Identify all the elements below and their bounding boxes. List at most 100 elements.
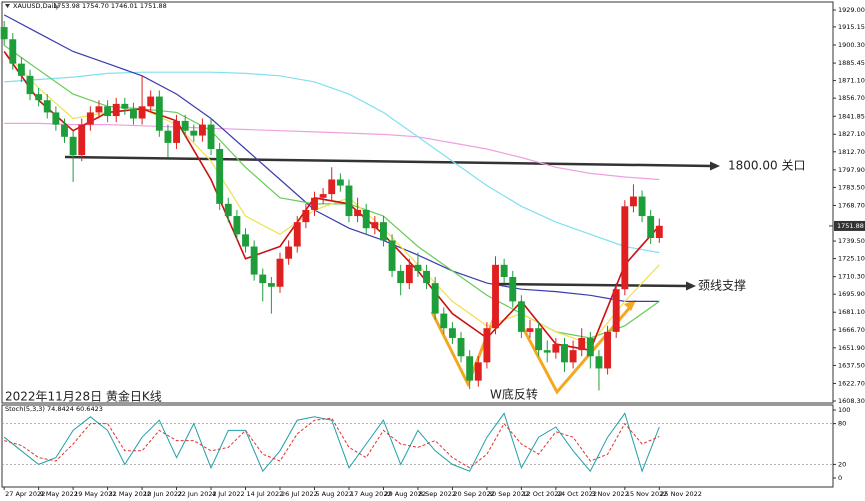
candle-body bbox=[78, 124, 86, 156]
candle-body bbox=[397, 270, 405, 284]
candle-body bbox=[621, 206, 629, 290]
y-tick-label: 1929.00 bbox=[838, 6, 865, 14]
line-series bbox=[4, 71, 660, 254]
candle-body bbox=[638, 196, 646, 217]
x-tick-label: 10 Jun 2022 bbox=[143, 490, 182, 498]
candle-body bbox=[164, 130, 172, 143]
candle-body bbox=[431, 283, 439, 314]
candle-body bbox=[354, 209, 362, 217]
symbol-icon bbox=[5, 4, 10, 8]
ohlc-label: 1753.98 1754.70 1746.01 1751.88 bbox=[53, 2, 167, 10]
x-tick-label: 19 May 2022 bbox=[74, 490, 116, 498]
candle-body bbox=[190, 130, 198, 136]
candle-body bbox=[61, 124, 68, 137]
candle-body bbox=[414, 264, 422, 271]
neckline bbox=[494, 282, 689, 288]
candle-body bbox=[380, 222, 387, 241]
candle-body bbox=[130, 108, 137, 119]
x-tick-label: 31 May 2022 bbox=[109, 490, 151, 498]
stoch-label: Stoch(5,3,3) 74.8424 60.6423 bbox=[5, 405, 103, 413]
y-tick-label: 1622.70 bbox=[838, 379, 865, 387]
candle-body bbox=[147, 96, 155, 107]
y-tick-label: 1608.30 bbox=[838, 397, 865, 405]
candle-body bbox=[535, 328, 543, 351]
y-tick-label: 1915.15 bbox=[838, 23, 865, 31]
annotation: W底反转 bbox=[490, 387, 538, 402]
candle-body bbox=[242, 234, 249, 247]
candle-body bbox=[552, 344, 560, 353]
candle-body bbox=[586, 337, 594, 357]
x-tick-label: 5 Aug 2022 bbox=[315, 490, 353, 498]
y-tick-label: 1812.70 bbox=[838, 148, 865, 156]
candle-body bbox=[345, 185, 353, 217]
candle-body bbox=[655, 225, 663, 238]
candle-body bbox=[233, 216, 241, 235]
y-tick-label: 0 bbox=[838, 474, 842, 482]
x-tick-label: 30 Sep 2022 bbox=[488, 490, 529, 498]
candle-body bbox=[138, 106, 146, 119]
candle-body bbox=[43, 100, 51, 113]
x-tick-label: 15 Nov 2022 bbox=[626, 490, 668, 498]
candle-body bbox=[224, 203, 232, 217]
candle-body bbox=[276, 258, 284, 287]
y-tick-label: 1900.30 bbox=[838, 41, 865, 49]
y-tick-label: 100 bbox=[838, 406, 850, 414]
candle-body bbox=[52, 112, 60, 125]
candle-body bbox=[457, 337, 465, 357]
candle-body bbox=[440, 313, 448, 329]
candle-body bbox=[207, 124, 215, 149]
y-tick-label: 1768.70 bbox=[838, 201, 865, 209]
y-tick-label: 20 bbox=[838, 460, 846, 468]
y-tick-label: 1885.45 bbox=[838, 59, 865, 67]
y-tick-label: 80 bbox=[838, 420, 846, 428]
candle-body bbox=[612, 289, 620, 332]
x-tick-label: 25 Nov 2022 bbox=[660, 490, 702, 498]
candle-body bbox=[509, 277, 517, 302]
symbol-label: XAUUSD,Daily bbox=[13, 2, 59, 10]
candle-body bbox=[604, 331, 612, 369]
candle-body bbox=[216, 148, 224, 204]
x-tick-label: 3 Nov 2022 bbox=[591, 490, 629, 498]
x-tick-label: 12 Oct 2022 bbox=[522, 490, 562, 498]
y-tick-label: 1871.10 bbox=[838, 77, 865, 85]
annotation: 颈线支撑 bbox=[698, 278, 746, 293]
candle-body bbox=[483, 328, 491, 363]
y-tick-label: 1695.90 bbox=[838, 290, 865, 298]
candle-body bbox=[9, 39, 17, 64]
candle-body bbox=[302, 209, 310, 223]
line-series bbox=[3, 412, 660, 473]
y-tick-label: 1666.70 bbox=[838, 326, 865, 334]
x-tick-label: 24 Oct 2022 bbox=[557, 490, 597, 498]
x-tick-label: 27 Apr 2022 bbox=[5, 490, 45, 498]
candle-body bbox=[578, 337, 586, 351]
y-tick-label: 1651.90 bbox=[838, 344, 865, 352]
arrow-head bbox=[624, 300, 636, 311]
arrow-head bbox=[686, 281, 696, 291]
candle-body bbox=[86, 112, 94, 125]
candle-body bbox=[293, 222, 301, 247]
candle-body bbox=[112, 103, 120, 117]
x-tick-label: 17 Aug 2022 bbox=[350, 490, 392, 498]
arrow-head bbox=[710, 161, 720, 171]
candle-body bbox=[155, 96, 163, 131]
x-tick-label: 29 Aug 2022 bbox=[384, 490, 426, 498]
candle-body bbox=[492, 264, 499, 329]
candle-body bbox=[423, 270, 430, 284]
x-tick-label: 8 Sep 2022 bbox=[419, 490, 456, 498]
candle-body bbox=[405, 264, 413, 284]
candle-body bbox=[500, 264, 508, 278]
x-tick-label: 4 Jul 2022 bbox=[212, 490, 245, 498]
y-tick-label: 1841.85 bbox=[838, 112, 865, 120]
candle-body bbox=[319, 194, 327, 198]
x-tick-label: 22 Jun 2022 bbox=[178, 490, 217, 498]
y-tick-label: 1797.90 bbox=[838, 166, 865, 174]
candle-body bbox=[543, 350, 551, 353]
candle-body bbox=[595, 356, 603, 369]
last-price-label: 1751.88 bbox=[837, 222, 864, 230]
y-tick-label: 1725.10 bbox=[838, 255, 865, 263]
candle-body bbox=[259, 274, 267, 284]
resistance-line bbox=[64, 155, 713, 168]
candle-body bbox=[362, 209, 370, 229]
